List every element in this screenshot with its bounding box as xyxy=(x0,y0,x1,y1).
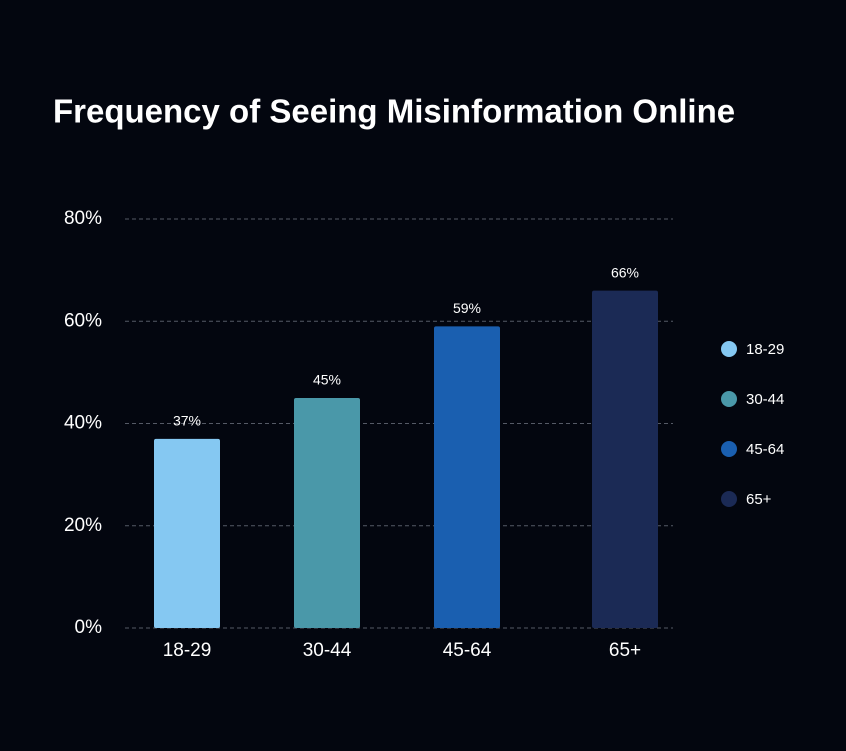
chart-title: Frequency of Seeing Misinformation Onlin… xyxy=(53,93,735,130)
bar xyxy=(592,290,658,628)
x-tick-label: 30-44 xyxy=(303,640,352,661)
legend-swatch xyxy=(721,441,737,457)
bar xyxy=(434,326,500,628)
value-label: 45% xyxy=(313,372,341,388)
bar xyxy=(294,397,360,628)
legend-swatch xyxy=(721,391,737,407)
legend-label: 18-29 xyxy=(746,341,784,358)
x-tick-label: 65+ xyxy=(609,640,641,661)
y-tick-label: 60% xyxy=(64,310,102,331)
legend-swatch xyxy=(721,341,737,357)
value-label: 37% xyxy=(173,413,201,429)
y-tick-label: 20% xyxy=(64,515,102,536)
legend-swatch xyxy=(721,491,737,507)
y-tick-label: 0% xyxy=(75,617,103,638)
y-tick-label: 40% xyxy=(64,413,102,434)
y-tick-label: 80% xyxy=(64,208,102,229)
value-label: 59% xyxy=(453,300,481,316)
x-tick-label: 18-29 xyxy=(163,640,212,661)
legend-label: 30-44 xyxy=(746,391,784,408)
bar xyxy=(154,438,220,628)
legend-label: 65+ xyxy=(746,491,772,508)
value-label: 66% xyxy=(611,264,639,280)
legend-label: 45-64 xyxy=(746,441,784,458)
x-tick-label: 45-64 xyxy=(443,640,492,661)
